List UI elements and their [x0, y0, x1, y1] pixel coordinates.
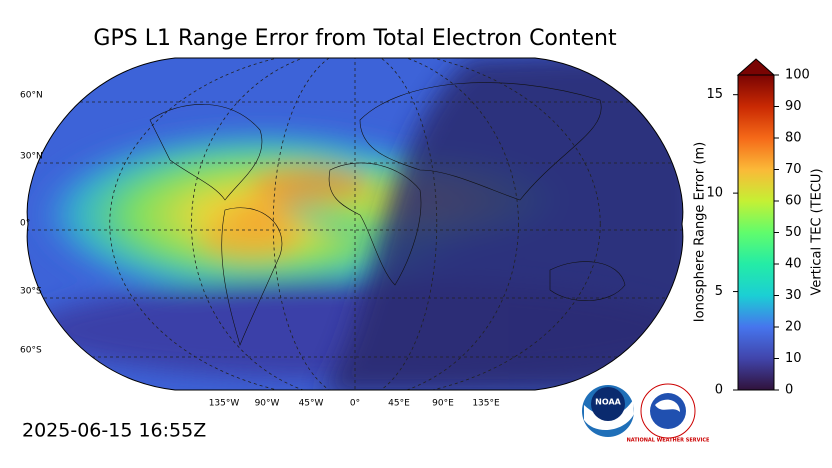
left-axis-label: Ionosphere Range Error (m) — [693, 142, 708, 322]
map — [27, 58, 683, 390]
left-tick-label: 10 — [706, 186, 723, 201]
lat-label: 30°S — [20, 287, 42, 297]
right-tick-label: 60 — [785, 194, 802, 209]
lon-label: 135°W — [209, 399, 240, 409]
nws-text: NATIONAL WEATHER SERVICE — [627, 438, 710, 444]
colorbar-bar — [737, 74, 775, 391]
lon-label: 135°E — [472, 399, 500, 409]
noaa-logo: NOAA — [582, 385, 634, 437]
lat-label: 30°N — [20, 152, 43, 162]
right-tick-label: 20 — [785, 320, 802, 335]
title: GPS L1 Range Error from Total Electron C… — [93, 26, 617, 51]
lon-label: 0° — [350, 399, 360, 409]
right-tick-label: 90 — [785, 99, 802, 114]
right-axis-label: Vertical TEC (TECU) — [810, 168, 825, 295]
right-tick-label: 40 — [785, 257, 802, 272]
lat-label: 60°N — [20, 91, 43, 101]
colorbar: Ionosphere Range Error (m) Vertical TEC … — [693, 58, 825, 398]
right-tick-label: 50 — [785, 225, 802, 240]
colorbar-ticks: 0 5 10 15 0 10 20 30 40 50 60 70 80 90 100 — [706, 68, 809, 398]
night-side — [320, 58, 683, 390]
graticule — [27, 58, 683, 390]
right-tick-label: 30 — [785, 288, 802, 303]
noaa-text: NOAA — [595, 398, 621, 407]
left-tick-label: 15 — [706, 87, 723, 102]
left-tick-label: 5 — [715, 284, 723, 299]
map-outline — [26, 57, 684, 391]
timestamp: 2025-06-15 16:55Z — [22, 420, 206, 442]
map-labels: 60°N 30°N 0° 30°S 60°S 135°W 90°W 45°W 0° 45°E 90°… — [20, 91, 500, 409]
lon-label: 90°W — [255, 399, 280, 409]
right-tick-label: 0 — [785, 383, 793, 398]
right-tick-label: 80 — [785, 131, 802, 146]
lat-label: 60°S — [20, 346, 42, 356]
lon-label: 45°E — [388, 399, 410, 409]
right-tick-label: 10 — [785, 351, 802, 366]
left-tick-label: 0 — [715, 383, 723, 398]
nws-logo: NATIONAL WEATHER SERVICE — [627, 383, 710, 444]
coastlines — [149, 82, 626, 346]
colorbar-extend — [736, 58, 776, 76]
lat-label: 0° — [20, 219, 30, 229]
meridian — [109, 58, 601, 390]
meridian — [272, 58, 438, 390]
meridian — [191, 58, 519, 390]
right-tick-label: 70 — [785, 162, 802, 177]
right-tick-label: 100 — [785, 68, 810, 83]
lon-label: 45°W — [299, 399, 324, 409]
lon-label: 90°E — [432, 399, 454, 409]
